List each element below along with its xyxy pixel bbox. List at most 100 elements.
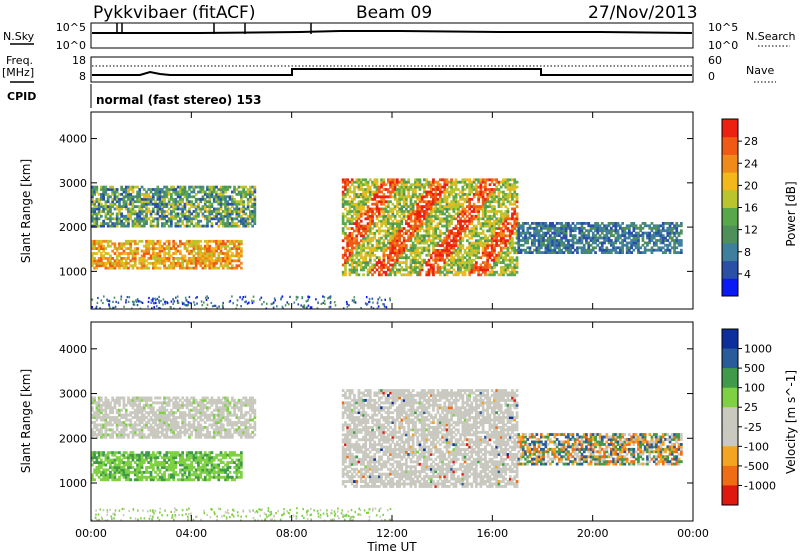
- data-cell: [499, 256, 503, 260]
- data-cell: [149, 224, 153, 228]
- data-cell: [359, 207, 363, 211]
- data-cell: [427, 236, 431, 240]
- data-cell: [402, 212, 406, 216]
- data-cell: [591, 248, 595, 252]
- data-cell: [163, 257, 166, 260]
- data-cell: [179, 202, 182, 206]
- data-cell: [210, 185, 214, 189]
- data-cell: [199, 254, 203, 258]
- data-cell: [515, 212, 519, 216]
- data-cell: [479, 190, 483, 194]
- data-cell: [402, 185, 406, 189]
- data-cell: [427, 214, 431, 218]
- data-cell: [452, 263, 456, 267]
- data-cell: [535, 222, 539, 225]
- data-cell: [537, 229, 541, 233]
- data-cell: [145, 453, 148, 457]
- data-cell: [115, 468, 119, 472]
- data-cell: [454, 258, 458, 262]
- data-cell: [217, 217, 221, 221]
- data-cell: [353, 241, 356, 245]
- data-cell: [219, 257, 223, 260]
- data-cell: [457, 251, 460, 255]
- data-cell: [479, 273, 483, 277]
- data-cell: [389, 268, 392, 272]
- data-cell: [481, 190, 485, 194]
- data-cell: [384, 253, 388, 257]
- data-cell: [235, 205, 239, 208]
- data-cell: [441, 197, 444, 201]
- data-cell: [382, 197, 386, 201]
- data-cell: [619, 246, 622, 250]
- data-cell: [217, 244, 221, 248]
- data-cell: [391, 266, 395, 269]
- data-cell: [411, 241, 415, 245]
- data-cell: [174, 453, 178, 457]
- data-cell: [185, 195, 189, 199]
- data-cell: [524, 248, 527, 252]
- data-cell: [481, 268, 485, 272]
- data-cell: [91, 473, 94, 477]
- data-cell: [396, 256, 399, 260]
- data-cell: [438, 273, 442, 277]
- data-cell: [203, 259, 207, 263]
- data-cell: [585, 248, 588, 252]
- data-cell: [111, 212, 114, 216]
- data-cell: [490, 190, 494, 194]
- data-cell: [133, 300, 135, 303]
- data-cell: [441, 249, 444, 252]
- data-cell: [445, 180, 449, 184]
- data-cell: [131, 458, 135, 462]
- data-cell: [533, 241, 536, 245]
- data-cell: [350, 249, 354, 252]
- data-cell: [569, 231, 572, 235]
- data-cell: [362, 234, 365, 238]
- data-cell: [484, 200, 487, 204]
- data-cell: [131, 239, 135, 243]
- data-cell: [170, 205, 173, 208]
- data-cell: [571, 241, 575, 245]
- data-cell: [623, 229, 627, 233]
- data-cell: [142, 259, 146, 263]
- data-cell: [359, 205, 363, 208]
- data-cell: [521, 231, 525, 235]
- data-cell: [551, 236, 554, 240]
- data-cell: [372, 307, 375, 309]
- data-cell: [142, 261, 146, 265]
- data-cell: [136, 266, 139, 270]
- data-cell: [641, 239, 645, 242]
- data-cell: [486, 188, 489, 191]
- data-cell: [228, 197, 232, 201]
- data-cell: [470, 266, 474, 269]
- data-cell: [210, 301, 213, 305]
- data-cell: [461, 205, 465, 208]
- data-cell: [131, 259, 135, 263]
- data-cell: [533, 234, 536, 237]
- data-cell: [179, 456, 182, 460]
- data-cell: [371, 251, 374, 255]
- data-cell: [145, 217, 148, 221]
- data-cell: [142, 210, 146, 213]
- data-cell: [600, 236, 604, 240]
- data-cell: [370, 306, 373, 309]
- data-cell: [287, 303, 290, 306]
- data-cell: [106, 217, 110, 221]
- data-cell: [140, 212, 144, 216]
- data-cell: [432, 258, 435, 262]
- data-cell: [138, 214, 142, 218]
- data-cell: [555, 243, 559, 247]
- data-cell: [495, 241, 498, 245]
- data-cell: [215, 239, 218, 243]
- data-cell: [391, 183, 395, 187]
- data-cell: [400, 251, 404, 255]
- data-cell: [355, 217, 359, 221]
- data-cell: [447, 205, 451, 208]
- data-cell: [138, 210, 142, 213]
- data-cell: [652, 236, 656, 240]
- data-cell: [493, 195, 496, 199]
- data-cell: [353, 236, 356, 240]
- data-cell: [91, 456, 94, 460]
- data-cell: [131, 266, 135, 270]
- data-cell: [497, 239, 501, 243]
